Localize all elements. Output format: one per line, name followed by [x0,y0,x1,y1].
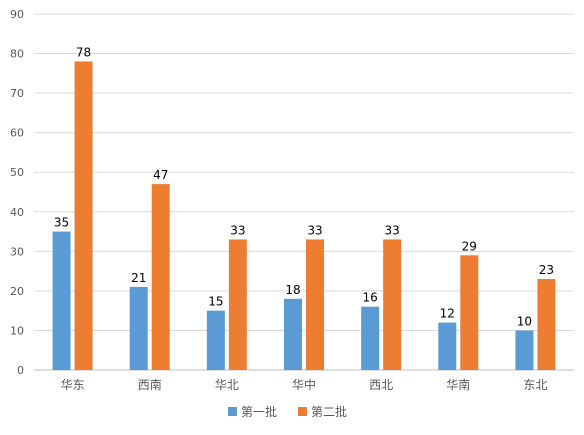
data-labels: 35 78 21 47 15 33 18 33 16 33 12 29 10 23 [54,45,554,328]
data-label-series1-5: 29 [462,239,477,253]
gridlines [34,13,574,371]
y-tick-label: 20 [10,285,24,298]
bar-series1-2 [228,239,247,370]
category-label-1: 西南 [138,377,162,392]
bar-series1-6 [537,279,556,370]
y-tick-label: 60 [10,127,24,140]
data-label-series1-4: 33 [385,223,400,237]
bar-series1-1 [151,184,170,370]
data-label-series0-6: 10 [517,314,532,328]
legend-swatch-1 [298,407,307,416]
data-label-series0-1: 21 [131,271,146,285]
bar-series0-2 [206,310,225,370]
y-axis-tick-labels: 0 10 20 30 40 50 60 70 80 90 [10,8,24,377]
y-tick-label: 90 [10,8,24,21]
category-label-2: 华北 [215,378,239,392]
data-label-series0-0: 35 [54,216,69,230]
data-label-series0-3: 18 [285,283,300,297]
bar-series0-5 [438,322,457,370]
y-tick-label: 40 [10,206,24,219]
category-label-0: 华东 [61,378,85,392]
data-label-series1-6: 23 [539,263,554,277]
data-label-series1-0: 78 [76,45,91,59]
y-tick-label: 10 [10,324,24,337]
legend-swatch-0 [228,407,237,416]
data-label-series0-4: 16 [363,291,378,305]
y-tick-label: 0 [17,364,24,377]
data-label-series0-2: 15 [208,295,223,309]
bars [52,61,556,370]
bar-series1-4 [383,239,402,370]
category-label-3: 华中 [292,377,316,392]
x-axis-category-labels: 华东 西南 华北 华中 西北 华南 东北 [61,377,548,392]
y-tick-label: 30 [10,245,24,258]
y-tick-label: 70 [10,87,24,100]
bar-series1-5 [460,255,479,370]
bar-series1-3 [306,239,324,370]
data-label-series1-3: 33 [307,223,322,237]
bar-series1-0 [74,61,93,370]
legend-label-0: 第一批 [241,404,277,419]
bar-series0-1 [129,286,148,370]
bar-series0-3 [284,298,302,370]
data-label-series1-1: 47 [153,168,168,182]
y-tick-label: 80 [10,48,24,61]
legend: 第一批 第二批 [228,404,347,419]
legend-label-1: 第二批 [311,404,347,419]
data-label-series1-2: 33 [230,223,245,237]
bar-series0-6 [515,330,534,370]
category-label-5: 华南 [446,377,470,392]
bar-series0-0 [52,231,71,370]
category-label-6: 东北 [523,378,547,392]
data-label-series0-5: 12 [440,307,455,321]
y-tick-label: 50 [10,166,24,179]
category-label-4: 西北 [369,378,393,392]
bar-series0-4 [361,306,380,370]
